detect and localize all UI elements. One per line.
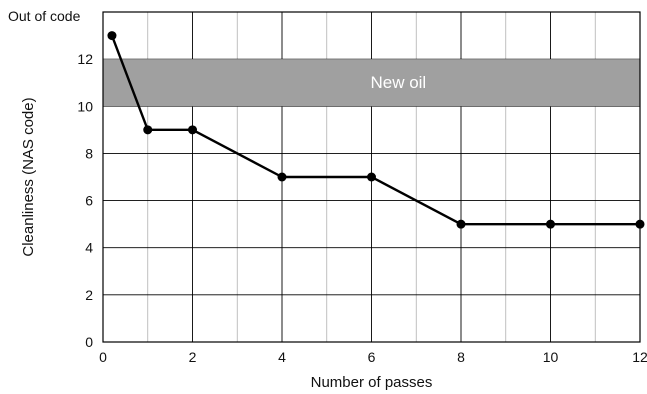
x-axis-ticks: 0 2 4 6 8 10 12 [99,349,647,365]
x-tick-label: 8 [457,349,465,365]
y-tick-label: 0 [85,334,93,350]
data-point [456,219,466,229]
data-point [107,31,117,41]
y-tick-label: 4 [85,240,93,256]
x-tick-label: 4 [278,349,286,365]
data-point [367,172,376,182]
data-point [188,125,197,135]
y-axis-title: Cleanliness (NAS code) [20,97,37,256]
data-point [546,219,555,229]
y-tick-label: 6 [85,193,93,209]
y-tick-label: 12 [77,51,93,67]
data-point [277,172,287,182]
x-tick-label: 6 [368,349,376,365]
new-oil-band [103,59,640,107]
y-tick-label: 10 [77,98,93,114]
x-tick-label: 2 [189,349,197,365]
y-tick-label: 8 [85,145,93,161]
y-axis-top-label: Out of code [8,8,81,24]
y-tick-label: 2 [85,287,93,303]
data-point [635,219,645,229]
plot-border [102,11,641,343]
y-axis-ticks: 0 2 4 6 8 10 12 [77,51,93,350]
plot-frame [102,11,641,343]
series-line [110,35,640,226]
x-tick-label: 10 [543,349,559,365]
series-group [107,31,645,229]
new-oil-band-label: New oil [370,73,426,92]
x-tick-label: 0 [99,349,107,365]
data-point [143,125,153,135]
x-axis-title: Number of passes [311,374,433,391]
x-tick-label: 12 [632,349,647,365]
